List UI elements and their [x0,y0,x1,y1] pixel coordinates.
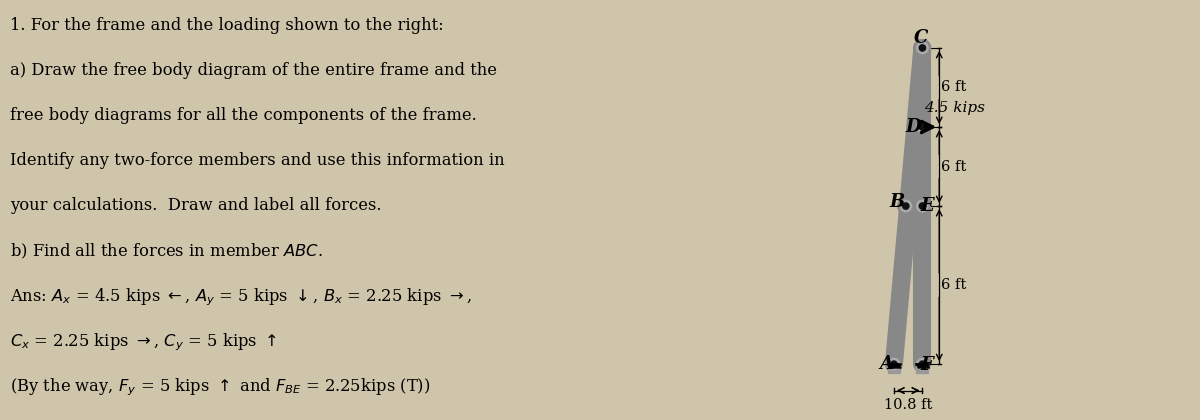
Circle shape [919,45,925,51]
Circle shape [919,361,925,368]
Circle shape [919,203,925,209]
Text: b) Find all the forces in member $\mathit{ABC}$.: b) Find all the forces in member $\mathi… [10,241,323,261]
Text: Ans: $A_x$ = 4.5 kips $\leftarrow$, $A_y$ = 5 kips $\downarrow$, $B_x$ = 2.25 ki: Ans: $A_x$ = 4.5 kips $\leftarrow$, $A_y… [10,286,472,308]
Text: 6 ft: 6 ft [941,160,967,173]
Text: $C_x$ = 2.25 kips $\rightarrow$, $C_y$ = 5 kips $\uparrow$: $C_x$ = 2.25 kips $\rightarrow$, $C_y$ =… [10,331,277,353]
Text: D: D [905,118,920,136]
Circle shape [917,200,928,212]
Circle shape [917,358,928,370]
Circle shape [917,121,928,133]
Circle shape [917,42,928,54]
Circle shape [919,124,925,130]
Text: free body diagrams for all the components of the frame.: free body diagrams for all the component… [10,107,476,123]
Circle shape [890,361,898,368]
Text: 6 ft: 6 ft [941,81,967,94]
Text: 10.8 ft: 10.8 ft [884,398,932,412]
Text: 4.5 kips: 4.5 kips [924,101,985,115]
Text: your calculations.  Draw and label all forces.: your calculations. Draw and label all fo… [10,197,382,213]
Text: E: E [920,197,934,215]
Text: a) Draw the free body diagram of the entire frame and the: a) Draw the free body diagram of the ent… [10,62,497,79]
Text: Identify any two-force members and use this information in: Identify any two-force members and use t… [10,152,505,168]
Circle shape [900,200,912,212]
Text: C: C [914,29,929,47]
Text: B: B [889,193,905,211]
Circle shape [902,203,908,209]
Text: 6 ft: 6 ft [941,278,967,292]
Circle shape [888,358,900,370]
Text: 1. For the frame and the loading shown to the right:: 1. For the frame and the loading shown t… [10,17,444,34]
Bar [888,364,900,373]
Text: A: A [880,355,894,373]
Bar [917,364,929,373]
Text: F: F [920,357,934,375]
Text: (By the way, $F_y$ = 5 kips $\uparrow$ and $F_{BE}$ = 2.25kips (T)): (By the way, $F_y$ = 5 kips $\uparrow$ a… [10,376,431,398]
